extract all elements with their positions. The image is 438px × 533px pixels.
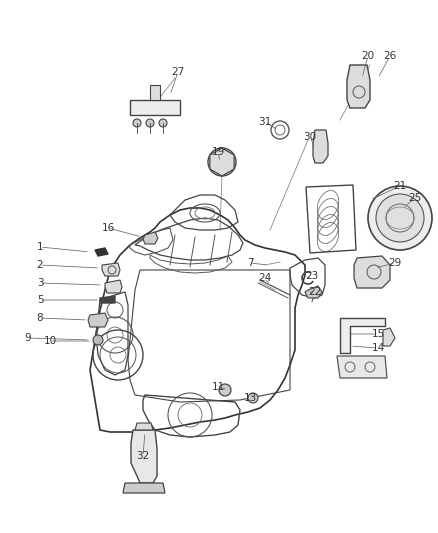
Text: 15: 15	[371, 329, 385, 339]
Text: 32: 32	[136, 451, 150, 461]
Text: 3: 3	[37, 278, 43, 288]
Text: 26: 26	[383, 51, 397, 61]
Polygon shape	[340, 318, 385, 353]
Text: 24: 24	[258, 273, 272, 283]
Text: 22: 22	[308, 287, 321, 297]
Circle shape	[376, 194, 424, 242]
Text: 13: 13	[244, 393, 257, 403]
Text: 31: 31	[258, 117, 272, 127]
Text: 30: 30	[304, 132, 317, 142]
Polygon shape	[313, 130, 328, 163]
Polygon shape	[143, 232, 158, 244]
Text: 2: 2	[37, 260, 43, 270]
Circle shape	[133, 119, 141, 127]
Text: 11: 11	[212, 382, 225, 392]
Text: 27: 27	[171, 67, 185, 77]
Circle shape	[219, 384, 231, 396]
Polygon shape	[347, 65, 370, 108]
Text: 14: 14	[371, 343, 385, 353]
Circle shape	[248, 393, 258, 403]
Text: 23: 23	[305, 271, 318, 281]
Text: 16: 16	[101, 223, 115, 233]
Polygon shape	[383, 328, 395, 346]
Circle shape	[93, 335, 103, 345]
Polygon shape	[131, 430, 157, 483]
Text: 20: 20	[361, 51, 374, 61]
Polygon shape	[88, 313, 108, 327]
Polygon shape	[95, 248, 108, 256]
Polygon shape	[150, 85, 160, 100]
Text: 1: 1	[37, 242, 43, 252]
Text: 5: 5	[37, 295, 43, 305]
Polygon shape	[210, 148, 234, 176]
Circle shape	[368, 186, 432, 250]
Polygon shape	[130, 100, 180, 115]
Text: 7: 7	[247, 258, 253, 268]
Polygon shape	[354, 256, 390, 288]
Polygon shape	[123, 483, 165, 493]
Polygon shape	[102, 263, 120, 276]
Circle shape	[146, 119, 154, 127]
Circle shape	[159, 119, 167, 127]
Text: 25: 25	[408, 193, 422, 203]
Text: 29: 29	[389, 258, 402, 268]
Polygon shape	[305, 286, 322, 298]
Polygon shape	[337, 356, 387, 378]
Text: 9: 9	[25, 333, 31, 343]
Polygon shape	[105, 280, 122, 293]
Text: 21: 21	[393, 181, 406, 191]
Text: 8: 8	[37, 313, 43, 323]
Circle shape	[208, 148, 236, 176]
Polygon shape	[100, 296, 115, 303]
Polygon shape	[135, 423, 153, 430]
Text: 10: 10	[43, 336, 57, 346]
Text: 19: 19	[212, 147, 225, 157]
